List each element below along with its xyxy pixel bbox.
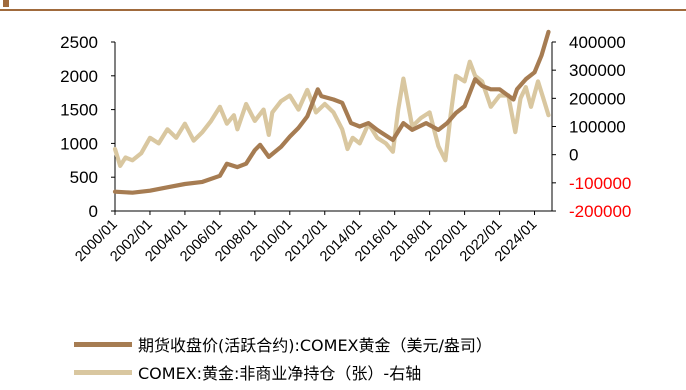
y-right-tick-label: 300000 (569, 61, 626, 80)
y-left-tick-label: 1000 (60, 134, 98, 153)
y-right-tick-label: 0 (569, 146, 578, 165)
y-left-tick-label: 1500 (60, 101, 98, 120)
y-left-tick-label: 500 (70, 168, 98, 187)
y-left-tick-label: 0 (89, 202, 98, 221)
series-line-gold-price (112, 29, 551, 195)
x-axis-ticks: 2000/012002/012004/012006/012008/012010/… (72, 211, 540, 265)
y-left-tick-label: 2000 (60, 67, 98, 86)
legend-swatch-gold-price (74, 341, 132, 347)
y-left-tick-label: 2500 (60, 33, 98, 52)
left-axis-ticks: 0 500 1000 1500 2000 2500 (60, 33, 115, 221)
y-right-tick-label: 400000 (569, 33, 626, 52)
legend-item-gold-price: 期货收盘价(活跃合约):COMEX黄金（美元/盎司） (74, 332, 492, 356)
legend-swatch-net-position (74, 369, 132, 375)
right-axis-ticks: -200000 -100000 0 100000 200000 300000 400000 (552, 33, 631, 221)
corner-mark (3, 0, 9, 7)
series-line-net-position (112, 59, 551, 168)
y-right-tick-label: -100000 (569, 174, 631, 193)
series-layer (112, 29, 551, 195)
legend-label-net-position: COMEX:黄金:非商业净持仓（张）-右轴 (138, 364, 422, 383)
y-right-tick-label: 200000 (569, 89, 626, 108)
header-rule (0, 9, 686, 11)
legend-item-net-position: COMEX:黄金:非商业净持仓（张）-右轴 (74, 360, 421, 384)
y-right-tick-label: -200000 (569, 202, 631, 221)
y-right-tick-label: 100000 (569, 118, 626, 137)
legend-label-gold-price: 期货收盘价(活跃合约):COMEX黄金（美元/盎司） (138, 336, 492, 355)
